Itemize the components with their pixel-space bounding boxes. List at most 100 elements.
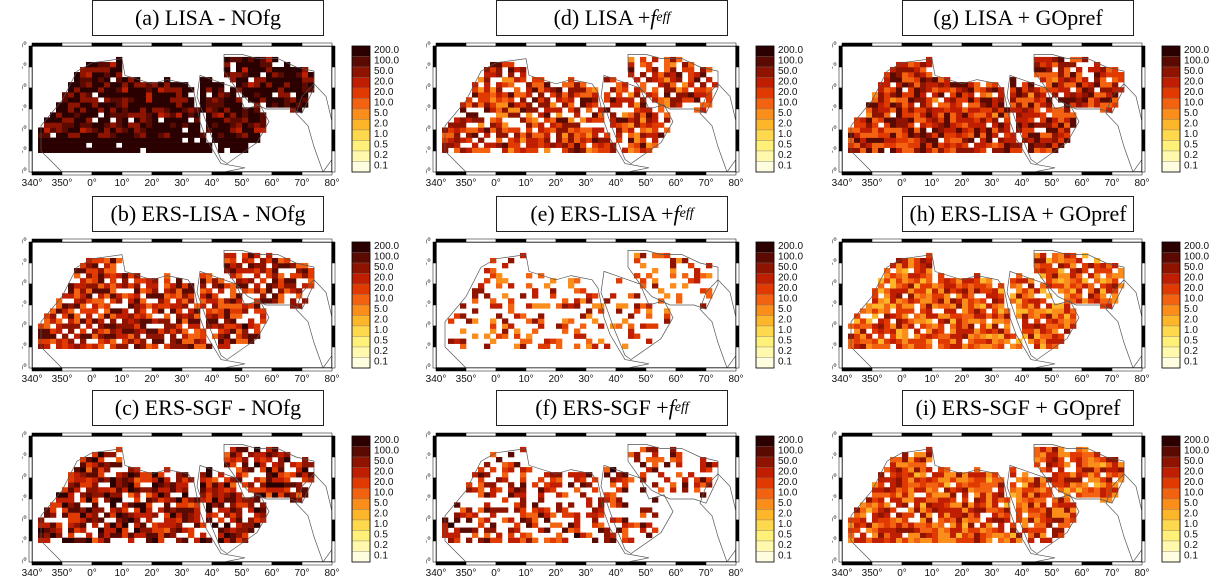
grid-cell [272, 472, 279, 478]
grid-cell [550, 278, 557, 284]
grid-cell [1058, 532, 1065, 538]
grid-cell [116, 92, 123, 98]
grid-cell [878, 512, 885, 518]
grid-cell [676, 462, 683, 468]
grid-cell [1034, 333, 1041, 339]
grid-cell [230, 462, 237, 468]
grid-cell [152, 278, 159, 284]
grid-cell [896, 343, 903, 349]
grid-cell [986, 303, 993, 309]
grid-cell [1040, 298, 1047, 304]
grid-cell [532, 502, 539, 508]
grid-cell [62, 492, 69, 498]
grid-cell [872, 313, 879, 319]
grid-cell [266, 257, 273, 264]
grid-cell [1022, 313, 1029, 319]
grid-cell [992, 288, 999, 294]
grid-cell [1112, 467, 1119, 473]
grid-cell [146, 527, 153, 533]
grid-cell [140, 522, 147, 528]
grid-cell [1016, 492, 1023, 498]
persia-coastline [223, 54, 315, 114]
grid-cell [1052, 497, 1059, 503]
grid-cell [520, 446, 527, 453]
grid-cell [128, 467, 135, 473]
grid-cell [896, 283, 903, 289]
grid-cell [628, 137, 635, 143]
grid-cell [646, 323, 653, 329]
grid-cell [634, 92, 641, 98]
grid-cell [920, 343, 927, 349]
grid-cell [914, 278, 921, 284]
grid-cell [866, 127, 873, 133]
grid-cell [640, 303, 647, 309]
grid-cell [200, 492, 207, 498]
grid-cell [1076, 482, 1083, 488]
colorbar-swatch [351, 119, 371, 131]
grid-cell [908, 293, 915, 299]
grid-cell [908, 298, 915, 304]
grid-cell [200, 273, 207, 279]
grid-cell [472, 298, 479, 304]
grid-cell [992, 112, 999, 118]
grid-cell [230, 477, 237, 483]
grid-cell [902, 457, 909, 463]
grid-cell [260, 298, 267, 304]
grid-cell [568, 283, 575, 289]
grid-cell [986, 517, 993, 523]
grid-cell [1028, 537, 1035, 543]
grid-cell [1046, 293, 1053, 299]
grid-cell [884, 328, 891, 334]
grid-cell [1022, 487, 1029, 493]
grid-cell [242, 92, 249, 98]
grid-cell [676, 472, 683, 478]
grid-cell [266, 451, 273, 458]
grid-cell [1028, 338, 1035, 344]
grid-cell [50, 112, 57, 118]
colorbar-swatch [755, 283, 775, 295]
grid-cell [92, 72, 99, 78]
grid-cell [562, 507, 569, 513]
grid-cell [1088, 92, 1095, 98]
grid-cell [254, 283, 261, 289]
grid-cell [104, 263, 111, 269]
grid-cell [248, 502, 255, 508]
grid-cell [962, 112, 969, 118]
grid-cell [1052, 323, 1059, 329]
grid-cell [230, 318, 237, 324]
grid-cell [568, 318, 575, 324]
grid-cell [116, 107, 123, 113]
grid-cell [98, 293, 105, 299]
grid-cell [1088, 451, 1095, 458]
grid-cell [1040, 537, 1047, 543]
grid-cell [652, 268, 659, 274]
grid-cell [544, 507, 551, 513]
grid-cell [866, 117, 873, 123]
colorbar-swatch [351, 346, 371, 358]
lon-tick-label: 50° [638, 178, 653, 189]
lon-tick-label: 50° [1044, 178, 1059, 189]
panel-title: (c) ERS-SGF - NOfg [92, 390, 324, 426]
grid-cell [872, 137, 879, 143]
grid-cell [980, 308, 987, 314]
grid-cell [920, 278, 927, 284]
grid-cell [278, 462, 285, 468]
grid-cell [700, 288, 707, 294]
grid-cell [146, 487, 153, 493]
grid-cell [206, 293, 213, 299]
grid-cell [986, 333, 993, 339]
grid-cell [260, 457, 267, 463]
grid-cell [550, 288, 557, 294]
grid-cell [938, 497, 945, 503]
grid-cell [490, 107, 497, 113]
colorbar-label: 200.0 [374, 45, 399, 56]
grid-cell [502, 507, 509, 513]
grid-cell [182, 502, 189, 508]
grid-cell [514, 107, 521, 113]
grid-cell [652, 462, 659, 468]
grid-cell [1094, 482, 1101, 488]
grid-cell [260, 263, 267, 269]
grid-cell [92, 283, 99, 289]
grid-cell [902, 462, 909, 468]
grid-cell [944, 87, 951, 93]
